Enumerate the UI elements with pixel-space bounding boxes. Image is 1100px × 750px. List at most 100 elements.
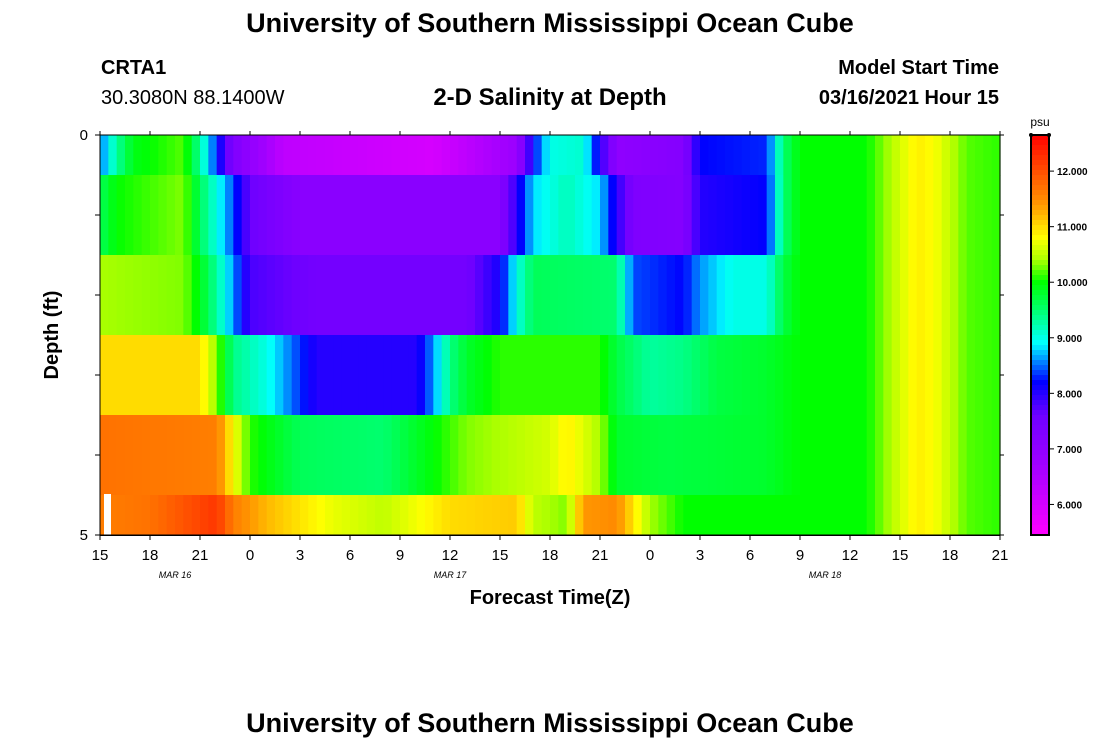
- heatmap-cell: [425, 255, 434, 336]
- heatmap-cell: [825, 335, 834, 416]
- heatmap-cell: [716, 415, 726, 496]
- heatmap-cell: [708, 135, 718, 176]
- heatmap-cell: [883, 135, 893, 176]
- heatmap-cell: [491, 335, 501, 416]
- heatmap-cell: [833, 495, 843, 536]
- heatmap-cell: [116, 135, 126, 176]
- heatmap-cell: [716, 135, 726, 176]
- heatmap-cell: [183, 415, 193, 496]
- heatmap-cell: [233, 335, 243, 416]
- heatmap-cell: [475, 175, 484, 256]
- heatmap-cell: [608, 415, 618, 496]
- heatmap-cell: [666, 175, 676, 256]
- heatmap-cell: [700, 175, 709, 256]
- heatmap-cell: [308, 415, 318, 496]
- heatmap-cell: [183, 495, 193, 536]
- heatmap-cell: [875, 415, 884, 496]
- heatmap-cell: [116, 255, 126, 336]
- heatmap-cell: [316, 335, 326, 416]
- colorbar-segment: [1031, 405, 1049, 411]
- heatmap-cell: [325, 415, 334, 496]
- colorbar-segment: [1031, 485, 1049, 491]
- heatmap-cell: [600, 135, 609, 176]
- heatmap-cell: [591, 175, 601, 256]
- heatmap-cell: [508, 495, 518, 536]
- heatmap-cell: [975, 415, 984, 496]
- heatmap-cell: [925, 175, 934, 256]
- heatmap-cell: [575, 415, 584, 496]
- heatmap-cell: [325, 495, 334, 536]
- heatmap-cell: [400, 255, 409, 336]
- heatmap-cell: [800, 415, 809, 496]
- colorbar-segment: [1031, 220, 1049, 226]
- page-title: University of Southern Mississippi Ocean…: [246, 8, 854, 38]
- heatmap-cell: [408, 135, 418, 176]
- heatmap-cell: [966, 415, 976, 496]
- heatmap-cell: [775, 135, 784, 176]
- heatmap-cell: [666, 135, 676, 176]
- heatmap-cell: [491, 175, 501, 256]
- heatmap-cell: [566, 495, 576, 536]
- colorbar-segment: [1031, 290, 1049, 296]
- heatmap-cell: [183, 175, 193, 256]
- heatmap-cell: [158, 415, 168, 496]
- colorbar-segment: [1031, 225, 1049, 231]
- heatmap-cell: [275, 335, 284, 416]
- heatmap-cell: [308, 335, 318, 416]
- heatmap-cell: [708, 495, 718, 536]
- heatmap-cell: [850, 495, 859, 536]
- heatmap-cell: [741, 175, 751, 256]
- heatmap-cell: [108, 495, 118, 536]
- heatmap-cell: [341, 415, 351, 496]
- heatmap-cell: [166, 415, 176, 496]
- heatmap-cell: [250, 495, 259, 536]
- heatmap-cell: [133, 335, 143, 416]
- heatmap-cell: [450, 135, 459, 176]
- heatmap-cell: [391, 135, 401, 176]
- heatmap-cell: [625, 135, 634, 176]
- heatmap-cell: [691, 335, 701, 416]
- heatmap-cell: [383, 255, 393, 336]
- heatmap-cell: [725, 175, 734, 256]
- heatmap-cell: [258, 175, 268, 256]
- heatmap-cell: [933, 335, 943, 416]
- heatmap-cell: [100, 415, 109, 496]
- heatmap-cell: [850, 415, 859, 496]
- heatmap-cell: [291, 335, 301, 416]
- heatmap-cell: [775, 175, 784, 256]
- heatmap-cell: [300, 255, 309, 336]
- heatmap-cell: [325, 335, 334, 416]
- heatmap-cell: [600, 495, 609, 536]
- heatmap-cell: [733, 175, 743, 256]
- colorbar-segment: [1031, 345, 1049, 351]
- heatmap-cell: [625, 175, 634, 256]
- heatmap-cell: [741, 335, 751, 416]
- heatmap-cell: [250, 255, 259, 336]
- heatmap-cell: [116, 335, 126, 416]
- heatmap-cell: [833, 335, 843, 416]
- heatmap-cell: [791, 415, 801, 496]
- heatmap-cell: [750, 135, 759, 176]
- heatmap-cell: [475, 135, 484, 176]
- heatmap-cell: [633, 255, 643, 336]
- heatmap-cell: [808, 255, 818, 336]
- heatmap-cell: [975, 255, 984, 336]
- heatmap-cell: [483, 255, 493, 336]
- colorbar-segment: [1031, 340, 1049, 346]
- x-tick-label: 0: [246, 547, 254, 564]
- colorbar-segment: [1031, 300, 1049, 306]
- heatmap-cell: [641, 415, 651, 496]
- heatmap-cell: [958, 495, 968, 536]
- heatmap-cell: [825, 255, 834, 336]
- heatmap-cell: [900, 255, 909, 336]
- heatmap-cell: [175, 495, 184, 536]
- heatmap-cell: [491, 415, 501, 496]
- heatmap-cell: [550, 255, 559, 336]
- heatmap-cell: [800, 255, 809, 336]
- heatmap-cell: [491, 135, 501, 176]
- heatmap-cell: [333, 175, 343, 256]
- heatmap-cell: [300, 335, 309, 416]
- heatmap-cell: [933, 495, 943, 536]
- heatmap-cell: [583, 255, 593, 336]
- heatmap-cell: [641, 135, 651, 176]
